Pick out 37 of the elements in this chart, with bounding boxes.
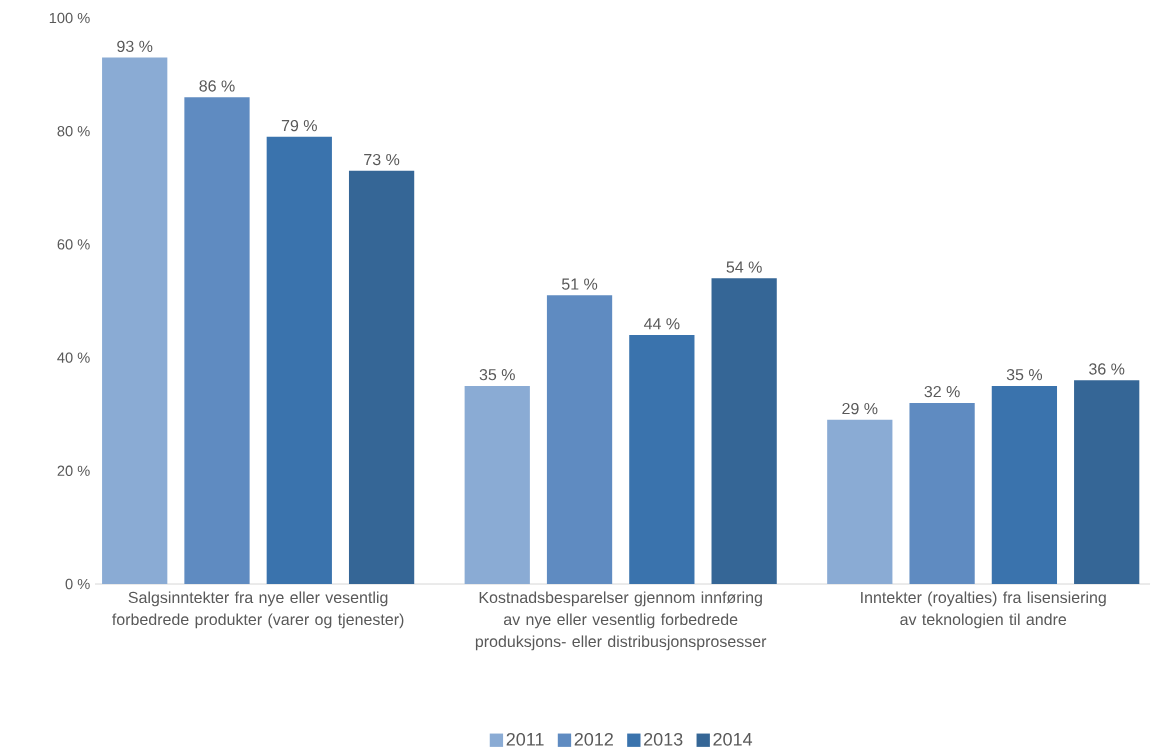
data-label: 86 % bbox=[199, 80, 235, 92]
x-tick-label: Kostnadsbesparelser gjennom innføring av nye eller vesentlig forbedrede produksjons- eller distribusjonsprosesser bbox=[475, 591, 767, 651]
legend-label: 2011 bbox=[506, 732, 544, 746]
y-tick-label: 80 % bbox=[57, 126, 90, 137]
data-label: 29 % bbox=[842, 402, 878, 415]
data-label: 35 % bbox=[479, 368, 515, 381]
legend-label: 2014 bbox=[713, 732, 753, 746]
bar bbox=[827, 419, 893, 584]
bar bbox=[629, 334, 695, 584]
y-tick-label: 40 % bbox=[57, 352, 90, 363]
legend-label: 2013 bbox=[644, 732, 683, 746]
y-tick-label: 0 % bbox=[65, 578, 90, 590]
data-label: 54 % bbox=[726, 261, 762, 273]
data-label: 93 % bbox=[117, 40, 153, 52]
data-label: 79 % bbox=[281, 119, 317, 132]
y-tick-label: 20 % bbox=[57, 465, 90, 476]
y-tick-label: 60 % bbox=[57, 239, 90, 250]
x-tick-label: Salgsinntekter fra nye eller vesentlig forbedrede produkter (varer og tjenester) bbox=[112, 591, 404, 629]
data-label: 35 % bbox=[1006, 368, 1043, 381]
bar bbox=[266, 136, 332, 584]
bar bbox=[909, 402, 975, 584]
bar bbox=[348, 170, 415, 584]
data-label: 44 % bbox=[643, 318, 680, 330]
bar bbox=[1074, 380, 1140, 584]
data-label: 32 % bbox=[924, 385, 960, 398]
data-label: 36 % bbox=[1089, 363, 1125, 375]
bar bbox=[991, 385, 1058, 584]
data-label: 51 % bbox=[561, 278, 598, 290]
x-tick-label: Inntekter (royalties) fra lisensiering av teknologien til andre bbox=[861, 591, 1106, 629]
bar bbox=[546, 295, 613, 584]
data-label: 73 % bbox=[364, 153, 400, 166]
legend-label: 2012 bbox=[574, 732, 613, 746]
y-tick-label: 100 % bbox=[49, 12, 90, 24]
bar bbox=[102, 57, 168, 584]
bar bbox=[711, 278, 777, 584]
bar bbox=[464, 385, 530, 584]
bar bbox=[184, 97, 250, 584]
